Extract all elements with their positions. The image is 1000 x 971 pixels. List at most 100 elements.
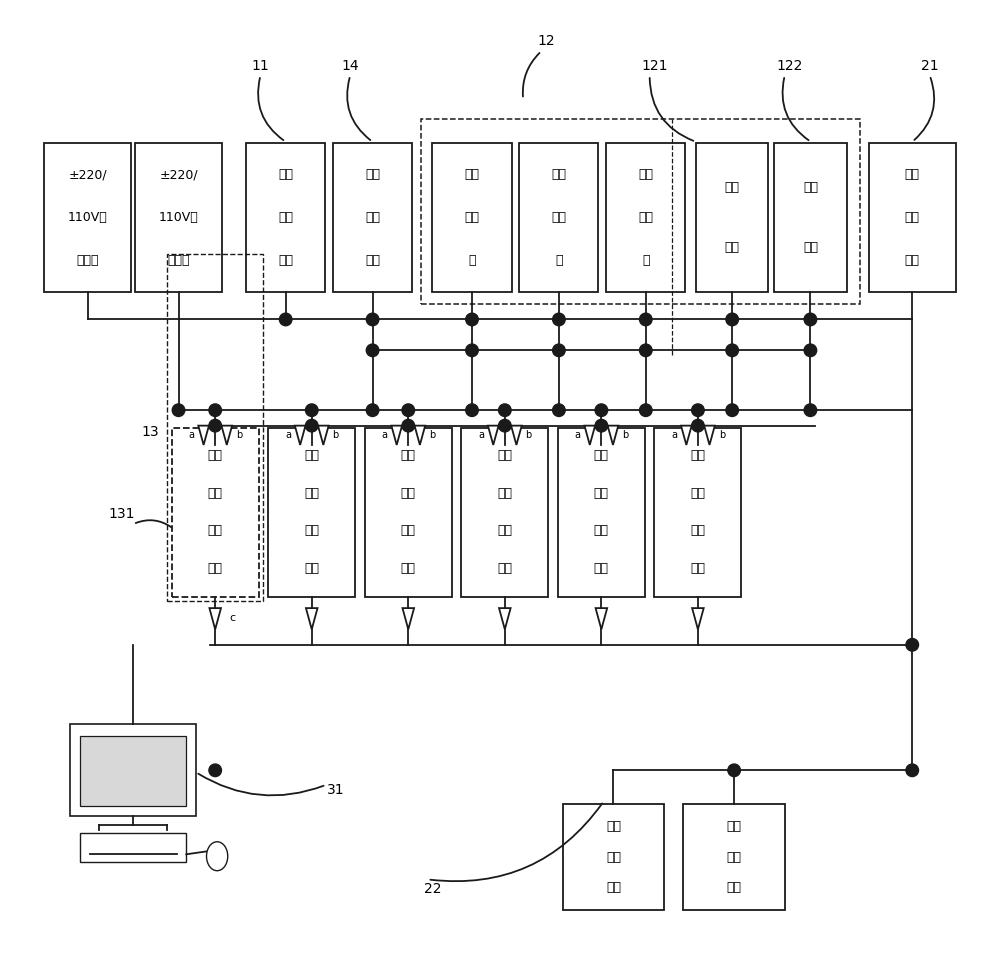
Text: 器: 器	[468, 253, 476, 267]
Text: 121: 121	[641, 58, 668, 73]
Text: 14: 14	[342, 58, 359, 73]
Text: 器: 器	[555, 253, 563, 267]
Circle shape	[728, 764, 740, 777]
Text: 二次: 二次	[690, 486, 705, 500]
Text: 器: 器	[642, 253, 650, 267]
Bar	[70, 724, 196, 816]
Bar	[167, 253, 263, 601]
Text: b: b	[719, 430, 725, 440]
Text: 设备: 设备	[690, 562, 705, 575]
Circle shape	[726, 404, 738, 417]
Text: a: a	[575, 430, 581, 440]
Bar	[869, 143, 956, 292]
Circle shape	[466, 404, 478, 417]
Bar	[333, 143, 412, 292]
Text: 智能: 智能	[690, 450, 705, 462]
Text: a: a	[478, 430, 484, 440]
Text: 主接: 主接	[365, 211, 380, 224]
Text: 断路: 断路	[638, 211, 653, 224]
Text: 13: 13	[142, 425, 159, 440]
Bar	[246, 143, 325, 292]
Circle shape	[402, 404, 415, 417]
Bar	[80, 833, 186, 862]
Text: 12: 12	[538, 34, 555, 49]
Polygon shape	[511, 425, 522, 445]
Text: 电子: 电子	[401, 524, 416, 537]
Circle shape	[553, 404, 565, 417]
Text: 110V直: 110V直	[159, 211, 198, 224]
Text: 转接: 转接	[606, 851, 621, 863]
Text: 流电源: 流电源	[167, 253, 190, 267]
Polygon shape	[415, 425, 425, 445]
Text: 电子: 电子	[497, 524, 512, 537]
Polygon shape	[221, 425, 232, 445]
Bar	[421, 118, 860, 304]
Bar	[683, 804, 785, 910]
Circle shape	[172, 404, 185, 417]
Text: 电子: 电子	[594, 524, 609, 537]
Text: 31: 31	[327, 783, 345, 796]
Text: 光纤: 光纤	[606, 820, 621, 833]
Text: 主接: 主接	[278, 211, 293, 224]
Circle shape	[804, 404, 817, 417]
Text: 二次: 二次	[594, 486, 609, 500]
Polygon shape	[295, 425, 305, 445]
Text: a: a	[382, 430, 388, 440]
Text: 转接: 转接	[727, 851, 742, 863]
Text: 模拟: 模拟	[278, 168, 293, 182]
Ellipse shape	[207, 842, 228, 871]
Circle shape	[366, 314, 379, 325]
Text: 11: 11	[252, 58, 269, 73]
Text: 屏柜: 屏柜	[905, 253, 920, 267]
Text: 模拟: 模拟	[803, 182, 818, 194]
Bar	[696, 143, 768, 292]
Bar	[80, 736, 186, 806]
Bar	[268, 427, 355, 596]
Polygon shape	[402, 608, 414, 629]
Circle shape	[692, 404, 704, 417]
Text: 模拟: 模拟	[725, 182, 740, 194]
Text: 122: 122	[776, 58, 803, 73]
Text: a: a	[188, 430, 194, 440]
Text: 智能: 智能	[208, 450, 223, 462]
Circle shape	[553, 344, 565, 356]
Circle shape	[499, 404, 511, 417]
Circle shape	[906, 764, 919, 777]
Bar	[44, 143, 131, 292]
Text: 二次: 二次	[208, 486, 223, 500]
Circle shape	[305, 404, 318, 417]
Circle shape	[402, 419, 415, 432]
Polygon shape	[704, 425, 715, 445]
Text: ±220/: ±220/	[68, 168, 107, 182]
Text: 模拟: 模拟	[551, 168, 566, 182]
Text: 智能: 智能	[497, 450, 512, 462]
Text: 二次: 二次	[401, 486, 416, 500]
Text: 设备: 设备	[208, 562, 223, 575]
Text: 流电源: 流电源	[77, 253, 99, 267]
Text: 断路: 断路	[465, 211, 480, 224]
Polygon shape	[584, 425, 595, 445]
Bar	[461, 427, 548, 596]
Circle shape	[726, 314, 738, 325]
Circle shape	[366, 404, 379, 417]
Circle shape	[499, 419, 511, 432]
Polygon shape	[608, 425, 618, 445]
Text: 屏柜: 屏柜	[606, 881, 621, 894]
Text: 电子: 电子	[208, 524, 223, 537]
Text: 线屏: 线屏	[365, 253, 380, 267]
Text: 电子: 电子	[690, 524, 705, 537]
Text: 线屏: 线屏	[278, 253, 293, 267]
Circle shape	[804, 314, 817, 325]
Text: 智能: 智能	[304, 450, 319, 462]
Text: b: b	[622, 430, 628, 440]
Bar	[606, 143, 685, 292]
Circle shape	[209, 764, 221, 777]
Polygon shape	[209, 608, 221, 629]
Polygon shape	[681, 425, 692, 445]
Polygon shape	[198, 425, 209, 445]
Text: 闸刀: 闸刀	[803, 241, 818, 254]
Text: 光纤: 光纤	[727, 820, 742, 833]
Bar	[654, 427, 741, 596]
Polygon shape	[499, 608, 511, 629]
Text: 131: 131	[108, 508, 135, 521]
